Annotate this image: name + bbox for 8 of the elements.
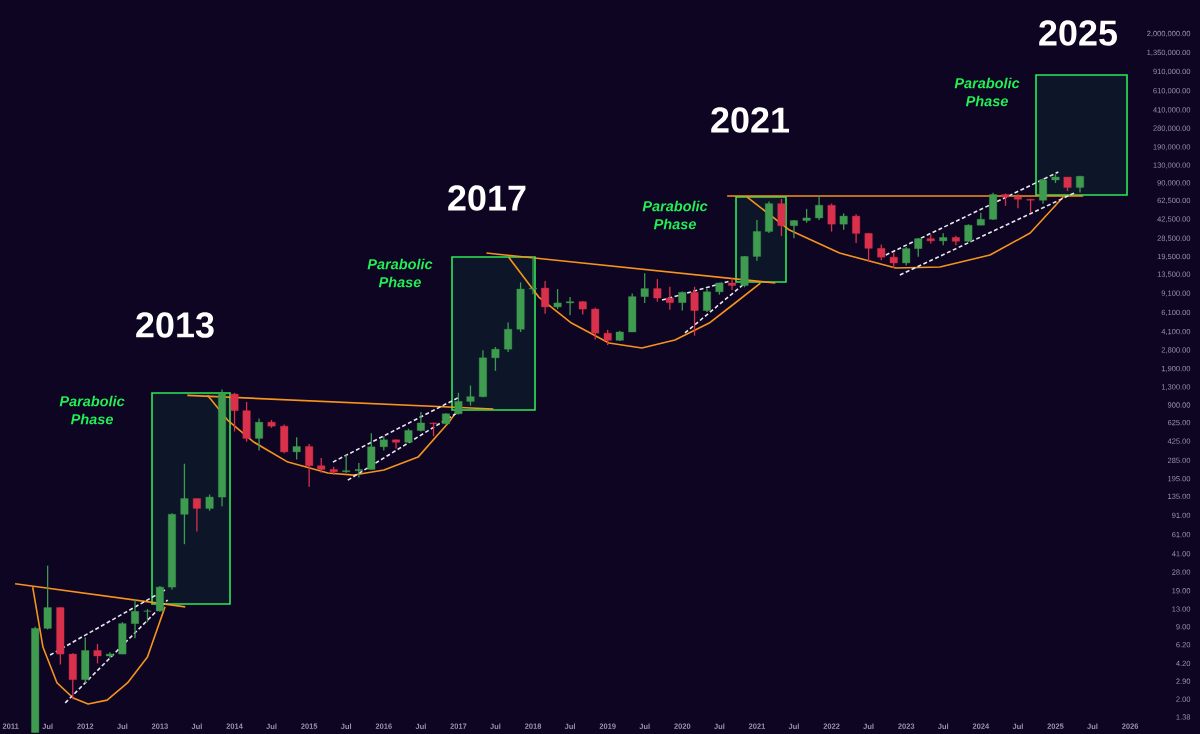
annotation: 2013 [136,312,214,338]
annotation: 2025 [1039,20,1117,46]
annotation: 2021 [711,107,790,133]
annotation: Parabolic Phase [59,395,125,425]
annotation: Parabolic Phase [642,200,708,230]
annotation: Parabolic Phase [367,258,433,288]
annotation: 2017 [448,185,526,211]
annotation: Parabolic Phase [954,77,1020,107]
